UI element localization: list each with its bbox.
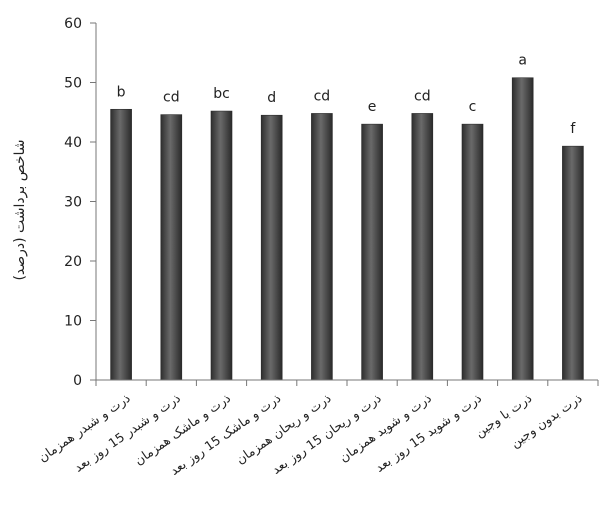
bar bbox=[562, 145, 584, 381]
significance-letter: f bbox=[570, 121, 576, 137]
significance-letter: d bbox=[267, 90, 276, 106]
bar bbox=[461, 123, 484, 381]
y-tick-label: 30 bbox=[64, 195, 82, 211]
bars bbox=[110, 77, 584, 381]
bar bbox=[260, 114, 283, 381]
bar bbox=[511, 77, 534, 381]
y-tick-label: 10 bbox=[64, 314, 82, 330]
bar bbox=[311, 113, 333, 381]
y-tick-label: 0 bbox=[73, 373, 82, 389]
y-tick-label: 50 bbox=[64, 76, 82, 92]
bar bbox=[110, 108, 132, 381]
bar bbox=[160, 114, 183, 381]
y-axis-label: شاخص برداشت (درصد) bbox=[12, 139, 28, 280]
significance-letter: e bbox=[368, 99, 377, 115]
significance-letter: c bbox=[469, 99, 477, 115]
significance-letter: cd bbox=[163, 90, 180, 106]
significance-letter: cd bbox=[314, 88, 331, 104]
y-tick-label: 40 bbox=[64, 135, 82, 151]
significance-letter: a bbox=[518, 53, 527, 69]
significance-letter: cd bbox=[414, 88, 431, 104]
bar bbox=[361, 123, 383, 381]
bar bbox=[411, 113, 434, 381]
y-tick-label: 20 bbox=[64, 254, 82, 270]
bar bbox=[210, 110, 233, 381]
significance-letter: bc bbox=[213, 86, 230, 102]
significance-letter: b bbox=[117, 84, 126, 100]
y-tick-label: 60 bbox=[64, 16, 82, 32]
y-axis: 0 10 20 30 40 50 60 bbox=[64, 16, 97, 389]
